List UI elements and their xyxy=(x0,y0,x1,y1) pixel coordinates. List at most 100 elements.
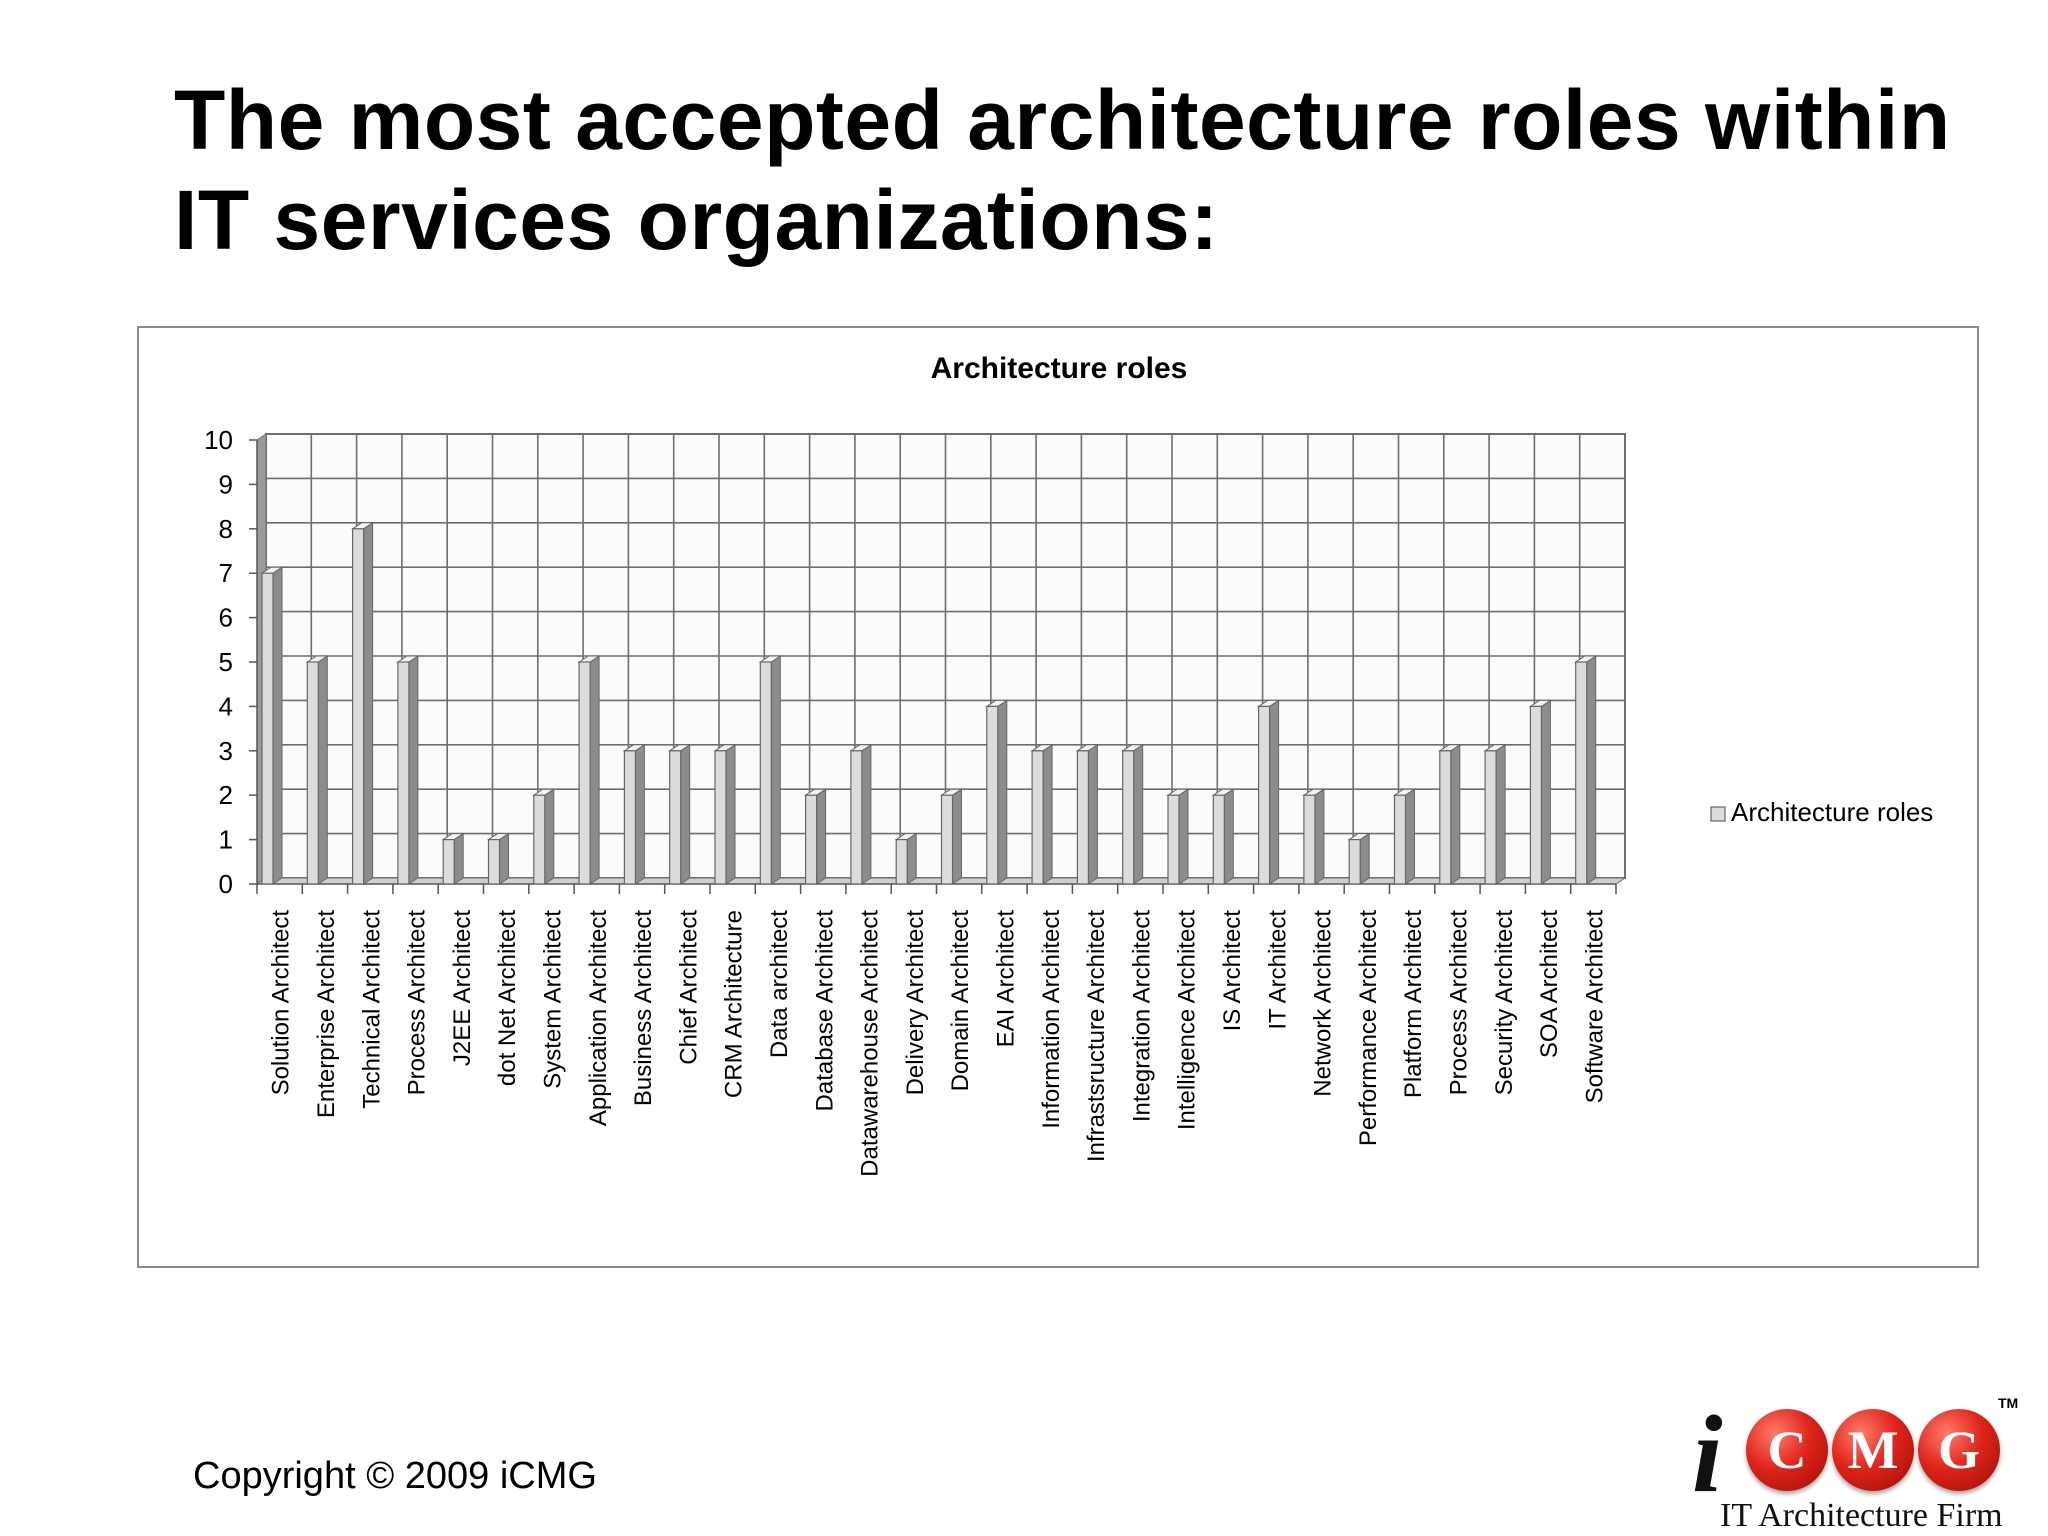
x-category-label: Integration Architect xyxy=(1128,910,1155,1122)
bar-side xyxy=(634,743,645,885)
bar xyxy=(1256,699,1281,885)
chart-title: Architecture roles xyxy=(931,352,1188,385)
bar-front xyxy=(1031,750,1044,885)
legend-swatch xyxy=(1710,806,1726,822)
bar xyxy=(1392,788,1417,885)
logo-trademark: TM xyxy=(1998,1395,2019,1411)
bar-side xyxy=(680,743,691,885)
bar-front xyxy=(1348,839,1361,885)
logo-circle-c: C xyxy=(1746,1409,1828,1491)
bar xyxy=(350,521,375,885)
legend-label: Architecture roles xyxy=(1731,797,1933,827)
x-category-label: Process Architect xyxy=(404,910,431,1096)
bar xyxy=(1574,655,1598,885)
bar-side xyxy=(770,655,781,885)
bar-front xyxy=(1257,705,1271,885)
bar-front xyxy=(623,750,636,885)
bar-front xyxy=(442,839,455,885)
bar-front xyxy=(759,661,772,885)
bar xyxy=(305,655,329,885)
copyright-text: Copyright © 2009 iCMG xyxy=(193,1455,597,1497)
bar-side xyxy=(1087,743,1098,885)
bar-front xyxy=(1393,794,1407,885)
x-category-label: Data architect xyxy=(766,910,793,1058)
x-category-label: Platform Architect xyxy=(1400,910,1427,1098)
slide-title: The most accepted architecture roles wit… xyxy=(174,70,1974,270)
bar-front xyxy=(895,839,908,885)
bar-front xyxy=(533,794,546,885)
bar-front xyxy=(1484,750,1497,885)
bar xyxy=(758,655,782,885)
bar-side xyxy=(1042,743,1053,885)
x-category-label: CRM Architecture xyxy=(721,910,748,1098)
x-category-label: Software Architect xyxy=(1581,910,1608,1104)
x-category-label: Solution Architect xyxy=(268,910,295,1096)
bar-side xyxy=(1269,699,1280,885)
bar-side xyxy=(408,655,419,885)
logo-letter-i: i xyxy=(1692,1393,1723,1515)
slide-title-line-1: The most accepted architecture roles wit… xyxy=(174,73,1951,167)
bar xyxy=(803,788,828,885)
bar-side xyxy=(1405,788,1415,885)
x-category-label: Enterprise Architect xyxy=(313,910,340,1118)
bar-front xyxy=(850,750,863,885)
bar xyxy=(1483,743,1507,885)
bar-side xyxy=(544,788,555,885)
x-category-label: Application Architect xyxy=(585,910,612,1126)
bar-side xyxy=(272,566,283,885)
x-category-label: Process Architect xyxy=(1445,910,1472,1096)
bar-side xyxy=(453,832,464,885)
bar-front xyxy=(669,750,682,885)
bar-front xyxy=(1575,661,1588,885)
bar xyxy=(396,655,420,885)
bar-front xyxy=(1529,705,1543,885)
logo-circle-m: M xyxy=(1832,1409,1914,1491)
bar-front xyxy=(940,794,954,885)
x-category-label: SOA Architect xyxy=(1536,910,1563,1058)
bar-front xyxy=(1303,794,1316,885)
bar xyxy=(1211,788,1235,885)
bar-side xyxy=(1586,655,1597,885)
bar-front xyxy=(397,661,410,885)
y-tick-label: 6 xyxy=(219,603,233,633)
bar xyxy=(1302,788,1326,885)
x-category-label: IT Architect xyxy=(1264,910,1291,1030)
bar-front xyxy=(261,572,274,885)
x-category-label: Chief Architect xyxy=(675,910,702,1065)
bar xyxy=(486,832,511,885)
bar-side xyxy=(1450,743,1461,885)
bar xyxy=(1347,832,1371,885)
x-category-label: Business Architect xyxy=(630,910,657,1106)
y-tick-label: 10 xyxy=(204,425,233,455)
bar xyxy=(985,699,1009,885)
x-category-label: J2EE Architect xyxy=(449,910,476,1066)
bar-front xyxy=(1122,750,1135,885)
bar-side xyxy=(1359,832,1370,885)
logo-circle-g: G xyxy=(1918,1409,2000,1491)
bar xyxy=(668,743,692,885)
bar-front xyxy=(804,794,818,885)
slide-title-line-2: IT services organizations: xyxy=(174,173,1219,267)
x-category-label: System Architect xyxy=(539,910,566,1089)
x-category-label: Datawarehouse Architect xyxy=(857,910,884,1177)
x-category-label: IS Architect xyxy=(1219,910,1246,1032)
x-category-label: Network Architect xyxy=(1310,910,1337,1097)
bar-front xyxy=(487,839,501,885)
bar-side xyxy=(499,832,509,885)
bar xyxy=(1438,743,1462,885)
bar xyxy=(260,566,284,885)
bar-side xyxy=(1495,743,1506,885)
bar xyxy=(622,743,647,885)
x-category-label: Security Architect xyxy=(1491,910,1518,1096)
bar-side xyxy=(1540,699,1551,885)
bar-front xyxy=(578,661,591,885)
x-category-label: Database Architect xyxy=(811,910,838,1112)
bar-front xyxy=(986,705,999,885)
bar xyxy=(939,788,964,885)
x-category-label: Intelligence Architect xyxy=(1174,910,1201,1130)
y-tick-label: 4 xyxy=(219,691,233,721)
bar xyxy=(894,832,918,885)
bar xyxy=(1030,743,1054,885)
bar-side xyxy=(363,521,374,885)
bar xyxy=(1075,743,1100,885)
